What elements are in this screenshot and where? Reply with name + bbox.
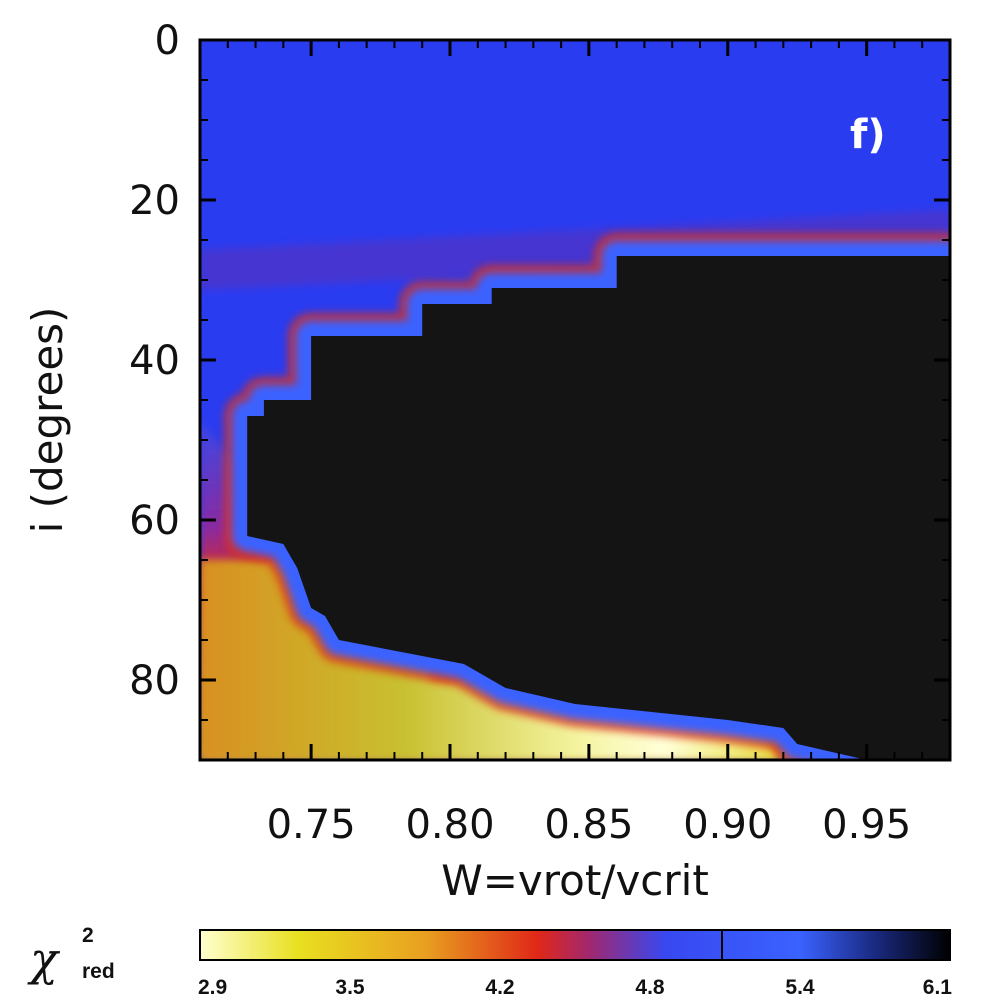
panel-label: f) bbox=[850, 112, 886, 158]
colorbar-tick-label: 4.2 bbox=[485, 976, 514, 999]
y-tick-label: 40 bbox=[129, 338, 180, 384]
colorbar-superscript: 2 bbox=[82, 924, 94, 947]
colorbar-tick-label: 6.1 bbox=[923, 976, 953, 999]
colorbar-tick-label: 3.5 bbox=[335, 976, 365, 999]
colorbar-gradient bbox=[199, 929, 951, 961]
y-tick-label: 0 bbox=[155, 18, 180, 64]
minimum-chi2-region bbox=[247, 256, 950, 760]
x-axis-label: W=vrot/vcrit bbox=[441, 856, 709, 905]
y-tick-label: 60 bbox=[129, 498, 180, 544]
colorbar-subscript: red bbox=[82, 960, 115, 983]
colorbar-tick-label: 2.9 bbox=[198, 976, 227, 999]
x-tick-label: 0.75 bbox=[267, 802, 356, 848]
y-axis-label: i (degrees) bbox=[23, 307, 72, 534]
colorbar: 2.9 3.5 4.2 4.8 5.4 6.1 χ 2 red bbox=[27, 924, 952, 999]
x-tick-label: 0.90 bbox=[683, 802, 772, 848]
colorbar-tick-label: 4.8 bbox=[635, 976, 665, 999]
y-tick-label: 20 bbox=[129, 178, 180, 224]
colorbar-symbol: χ bbox=[27, 932, 61, 986]
y-tick-label: 80 bbox=[129, 658, 180, 704]
x-tick-label: 0.80 bbox=[405, 802, 494, 848]
colorbar-tick-label: 5.4 bbox=[785, 976, 815, 999]
x-tick-label: 0.95 bbox=[822, 802, 911, 848]
x-tick-label: 0.85 bbox=[544, 802, 633, 848]
